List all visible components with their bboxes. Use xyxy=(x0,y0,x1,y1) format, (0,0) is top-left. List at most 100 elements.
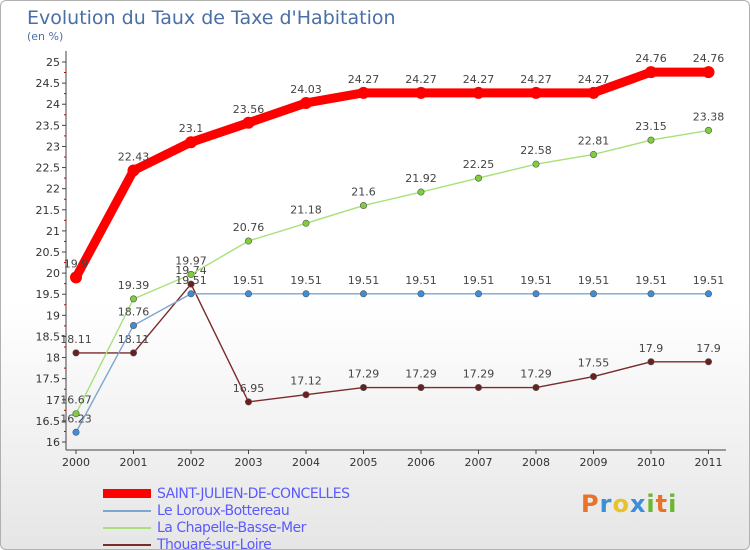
y-tick-label: 17 xyxy=(46,394,60,407)
data-point xyxy=(187,280,195,288)
data-label: 23.1 xyxy=(179,122,204,135)
data-point xyxy=(72,428,80,436)
data-label: 17.29 xyxy=(348,368,380,381)
data-point xyxy=(302,391,310,399)
data-label: 16.67 xyxy=(60,394,92,407)
data-point xyxy=(532,290,540,298)
data-label: 24.27 xyxy=(405,73,437,86)
data-point xyxy=(647,136,655,144)
logo-letter: x xyxy=(629,490,647,518)
y-tick-label: 16 xyxy=(46,436,60,449)
data-point xyxy=(647,290,655,298)
data-label: 19.39 xyxy=(118,279,150,292)
data-point xyxy=(130,321,138,329)
series-line xyxy=(75,129,710,415)
data-label: 22.25 xyxy=(463,158,495,171)
data-point xyxy=(704,358,712,366)
y-tick-label: 17.5 xyxy=(36,373,61,386)
series-3: 18.11 18.11 19.74 16.95 17.12 17.29 17.29 17.29… xyxy=(60,264,721,406)
data-label: 19.74 xyxy=(175,264,207,277)
data-point xyxy=(417,188,425,196)
x-tick-label: 2011 xyxy=(695,456,723,469)
data-point xyxy=(589,150,597,158)
legend-label: Le Loroux-Bottereau xyxy=(157,502,290,519)
x-tick-label: 2010 xyxy=(637,456,665,469)
data-point xyxy=(245,237,253,245)
legend-swatch xyxy=(103,526,151,529)
data-label: 19.97 xyxy=(175,254,207,267)
data-point xyxy=(417,290,425,298)
data-point xyxy=(300,96,312,109)
x-tick-label: 2007 xyxy=(465,456,493,469)
data-label: 19.51 xyxy=(635,274,667,287)
y-tick-label: 21 xyxy=(46,225,60,238)
data-label: 17.29 xyxy=(463,368,495,381)
data-point xyxy=(647,358,655,366)
y-tick-label: 18 xyxy=(46,352,60,365)
data-point xyxy=(242,116,255,129)
data-point xyxy=(474,384,482,392)
proxiti-logo: Proxiti xyxy=(581,490,677,518)
data-label: 21.6 xyxy=(351,186,376,199)
data-point xyxy=(587,86,600,99)
data-point xyxy=(359,290,367,298)
x-tick-label: 2004 xyxy=(292,456,320,469)
data-point xyxy=(530,86,542,99)
legend-label: La Chapelle-Basse-Mer xyxy=(157,519,306,536)
x-tick-label: 2002 xyxy=(177,456,205,469)
data-label: 21.18 xyxy=(290,203,322,216)
data-point xyxy=(645,66,657,79)
data-label: 23.56 xyxy=(233,103,265,116)
data-label: 18.11 xyxy=(118,333,150,346)
data-point xyxy=(245,290,253,298)
data-point xyxy=(474,174,482,182)
y-tick-label: 16.5 xyxy=(36,415,61,428)
data-label: 19.51 xyxy=(693,274,725,287)
y-tick-label: 19 xyxy=(46,309,60,322)
data-label: 22.58 xyxy=(520,144,552,157)
data-label: 16.95 xyxy=(233,382,265,395)
data-point xyxy=(415,86,427,99)
data-label: 20.76 xyxy=(233,221,265,234)
data-label: 19.9 xyxy=(64,257,89,270)
data-point xyxy=(704,290,712,298)
logo-letter: P xyxy=(581,490,600,518)
data-label: 19.51 xyxy=(290,274,322,287)
logo-letter: r xyxy=(599,490,613,518)
data-point xyxy=(130,349,138,357)
data-label: 19.51 xyxy=(233,274,265,287)
logo-letter: i xyxy=(668,490,678,518)
data-label: 17.55 xyxy=(578,357,610,370)
data-label: 24.27 xyxy=(520,73,552,86)
y-tick-label: 23 xyxy=(46,140,60,153)
y-tick-label: 19.5 xyxy=(36,288,61,301)
data-label: 17.9 xyxy=(639,342,664,355)
data-label: 17.29 xyxy=(520,368,552,381)
y-tick-label: 23.5 xyxy=(36,119,61,132)
data-point xyxy=(187,290,195,298)
y-tick-label: 25 xyxy=(46,56,60,69)
logo-letter: o xyxy=(612,490,630,518)
data-label: 18.76 xyxy=(118,305,150,318)
legend-item: Le Loroux-Bottereau xyxy=(103,502,350,519)
data-label: 19.51 xyxy=(578,274,610,287)
data-point xyxy=(532,160,540,168)
data-point xyxy=(474,290,482,298)
data-label: 24.03 xyxy=(290,83,322,96)
legend-label: SAINT-JULIEN-DE-CONCELLES xyxy=(157,485,350,502)
y-tick-label: 20 xyxy=(46,267,60,280)
data-label: 23.38 xyxy=(693,110,725,123)
data-label: 17.9 xyxy=(696,342,721,355)
data-label: 18.11 xyxy=(60,333,92,346)
data-point xyxy=(127,164,140,177)
legend-item: La Chapelle-Basse-Mer xyxy=(103,519,350,536)
data-point xyxy=(702,66,715,79)
data-label: 19.51 xyxy=(463,274,495,287)
data-label: 19.51 xyxy=(348,274,380,287)
data-label: 19.51 xyxy=(175,274,207,287)
y-tick-label: 20.5 xyxy=(36,246,61,259)
x-tick-label: 2001 xyxy=(120,456,148,469)
y-tick-label: 22.5 xyxy=(36,162,61,175)
data-point xyxy=(357,86,370,99)
